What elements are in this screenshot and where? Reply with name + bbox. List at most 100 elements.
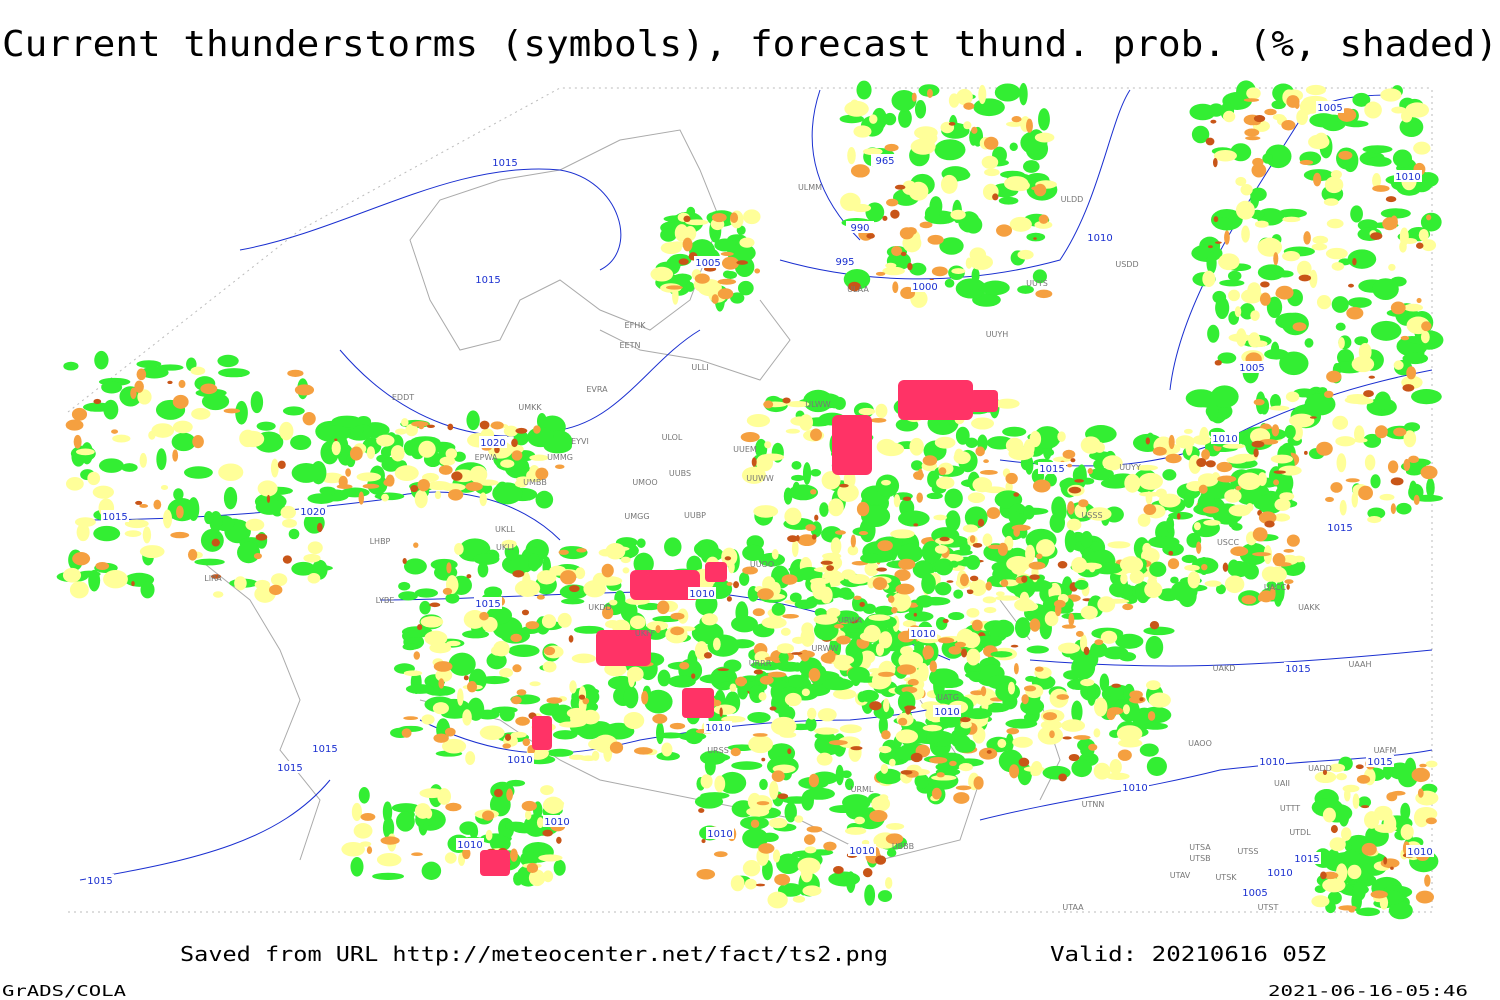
probability-blob bbox=[414, 489, 428, 509]
probability-blob bbox=[1362, 145, 1393, 154]
probability-blob bbox=[699, 674, 729, 684]
isobar-label-box bbox=[1086, 231, 1114, 243]
probability-blob bbox=[1308, 134, 1330, 150]
probability-blob bbox=[729, 683, 737, 692]
probability-blob bbox=[1143, 626, 1175, 636]
probability-blob bbox=[1382, 217, 1397, 231]
probability-blob bbox=[797, 857, 821, 875]
probability-blob bbox=[63, 361, 79, 371]
probability-blob bbox=[1035, 289, 1053, 299]
probability-blob bbox=[1183, 491, 1195, 509]
probability-blob bbox=[1183, 428, 1193, 434]
probability-blob bbox=[98, 458, 124, 473]
probability-blob bbox=[1269, 405, 1290, 411]
probability-blob bbox=[573, 625, 605, 634]
probability-blob bbox=[839, 114, 864, 124]
probability-blob bbox=[1356, 774, 1371, 784]
probability-blob bbox=[875, 855, 887, 865]
probability-blob bbox=[966, 648, 981, 666]
probability-blob bbox=[971, 267, 980, 283]
probability-blob bbox=[870, 417, 887, 423]
probability-blob bbox=[171, 432, 196, 452]
probability-blob bbox=[1254, 220, 1269, 228]
probability-blob bbox=[977, 518, 985, 527]
probability-blob bbox=[1390, 503, 1396, 515]
probability-blob bbox=[1203, 519, 1221, 526]
probability-blob bbox=[774, 873, 791, 886]
probability-blob bbox=[1215, 296, 1230, 320]
probability-blob bbox=[973, 776, 984, 790]
probability-blob bbox=[687, 650, 698, 671]
isobar-label-box bbox=[1211, 432, 1239, 444]
probability-blob bbox=[437, 788, 452, 805]
probability-blob bbox=[1000, 579, 1009, 588]
station-code: UTAA bbox=[1062, 903, 1084, 912]
probability-blob bbox=[1049, 512, 1066, 533]
probability-blob bbox=[1358, 485, 1373, 501]
isobar-label: 1020 bbox=[300, 507, 325, 518]
probability-blob bbox=[250, 391, 264, 414]
probability-blob bbox=[931, 775, 957, 781]
isobar-label: 1015 bbox=[492, 158, 517, 169]
probability-blob bbox=[1352, 257, 1357, 266]
probability-blob bbox=[477, 562, 489, 578]
probability-blob bbox=[850, 534, 856, 548]
probability-blob bbox=[223, 486, 238, 510]
probability-blob bbox=[93, 525, 121, 542]
probability-blob bbox=[1253, 398, 1265, 406]
probability-blob bbox=[504, 821, 527, 831]
probability-blob bbox=[1165, 516, 1175, 533]
probability-blob bbox=[385, 474, 395, 487]
probability-blob bbox=[837, 483, 859, 502]
probability-blob bbox=[759, 675, 774, 685]
probability-blob bbox=[1170, 576, 1179, 584]
probability-blob bbox=[372, 872, 405, 880]
probability-blob bbox=[1102, 455, 1123, 471]
probability-blob bbox=[1250, 187, 1267, 202]
probability-blob bbox=[1192, 435, 1211, 445]
probability-blob bbox=[934, 544, 948, 554]
probability-blob bbox=[1235, 176, 1247, 186]
probability-blob bbox=[1219, 279, 1245, 287]
probability-blob bbox=[931, 266, 948, 277]
probability-blob bbox=[510, 696, 522, 705]
isobar-label: 1005 bbox=[1317, 103, 1342, 114]
probability-blob bbox=[1058, 773, 1067, 782]
probability-blob bbox=[446, 640, 461, 647]
station-code: UUYY bbox=[1119, 463, 1141, 472]
probability-blob bbox=[1005, 472, 1018, 485]
probability-blob bbox=[515, 716, 530, 726]
probability-blob bbox=[801, 688, 810, 697]
probability-blob bbox=[457, 688, 464, 706]
probability-blob bbox=[571, 653, 596, 664]
station-code: UTSK bbox=[1215, 873, 1237, 882]
probability-blob bbox=[419, 600, 431, 615]
probability-blob bbox=[528, 869, 546, 887]
probability-blob bbox=[609, 741, 624, 754]
probability-blob bbox=[624, 713, 638, 724]
probability-blob bbox=[112, 434, 131, 443]
probability-blob bbox=[398, 581, 411, 591]
probability-blob bbox=[814, 734, 843, 756]
probability-blob bbox=[656, 600, 670, 615]
probability-blob bbox=[489, 835, 511, 852]
probability-blob bbox=[1145, 432, 1156, 452]
probability-blob bbox=[835, 590, 854, 599]
probability-blob bbox=[1011, 524, 1031, 531]
probability-blob bbox=[754, 268, 761, 274]
probability-blob bbox=[875, 271, 886, 276]
isobar-label: 1010 bbox=[1259, 757, 1284, 768]
probability-blob bbox=[1273, 252, 1279, 266]
probability-blob bbox=[758, 843, 775, 854]
probability-blob bbox=[331, 415, 363, 428]
station-code: ULMM bbox=[798, 183, 822, 192]
probability-blob bbox=[1018, 757, 1030, 767]
probability-blob bbox=[948, 612, 965, 621]
probability-blob bbox=[1228, 504, 1252, 517]
probability-blob bbox=[862, 147, 883, 156]
probability-blob bbox=[579, 755, 597, 762]
probability-blob bbox=[714, 238, 736, 252]
probability-blob bbox=[400, 418, 409, 427]
probability-blob bbox=[170, 531, 190, 539]
probability-blob bbox=[821, 471, 841, 490]
